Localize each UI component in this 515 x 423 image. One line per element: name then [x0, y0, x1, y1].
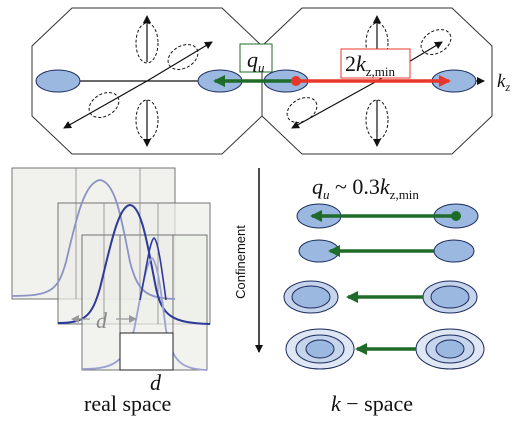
origin-dot [291, 76, 301, 86]
kzmin-label-box [340, 48, 411, 79]
kspace-footer: k − space [331, 391, 413, 416]
d-label-1: d [96, 308, 108, 333]
kspace-row-1 [296, 203, 479, 229]
kzmin-label: 2kz,min [345, 51, 396, 79]
wavefunction-1 [11, 179, 176, 300]
kz-axis-label: kz [497, 71, 510, 94]
left-zone-dashed-valleys [88, 22, 199, 141]
qu-relation: qu ~ 0.3kz,min [312, 174, 419, 202]
valley-left-outer [35, 69, 81, 93]
real-space-footer: real space [84, 391, 171, 416]
brillouin-zone-left [31, 7, 263, 155]
confinement-label: Confinement [233, 225, 248, 299]
real-space-panel: d d d [11, 167, 211, 395]
kspace-row-2 [298, 239, 475, 263]
wavefunction-3b [139, 237, 167, 301]
kspace-row-4 [285, 328, 485, 370]
qu-label-box [239, 43, 273, 73]
d-label-3: d [150, 370, 162, 395]
qu-label: qu [247, 47, 265, 75]
right-zone-dashed-valleys [286, 22, 452, 141]
kspace-row-3 [283, 280, 478, 314]
